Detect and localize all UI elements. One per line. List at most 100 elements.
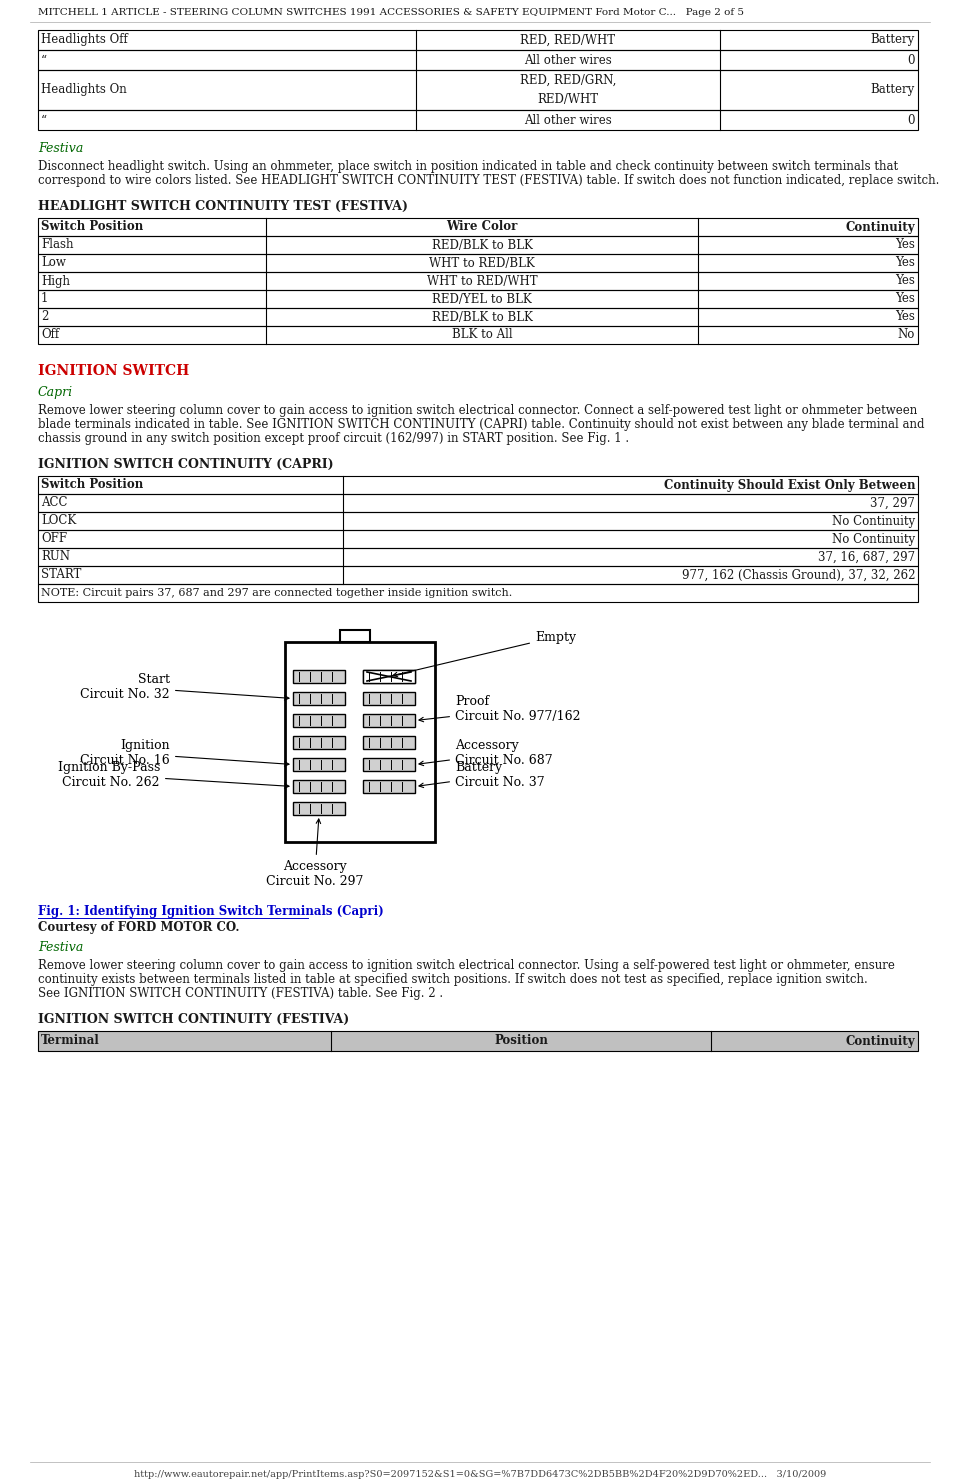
Text: WHT to RED/BLK: WHT to RED/BLK: [429, 257, 535, 270]
Text: WHT to RED/WHT: WHT to RED/WHT: [426, 275, 538, 288]
Text: http://www.eautorepair.net/app/PrintItems.asp?S0=2097152&S1=0&SG=%7B7DD6473C%2DB: http://www.eautorepair.net/app/PrintItem…: [133, 1471, 827, 1480]
Text: Ignition
Circuit No. 16: Ignition Circuit No. 16: [81, 739, 289, 767]
FancyBboxPatch shape: [293, 781, 345, 792]
Text: High: High: [41, 275, 70, 288]
Text: BLK to All: BLK to All: [452, 328, 513, 341]
Bar: [38, 289, 918, 309]
Text: Headlights On: Headlights On: [41, 83, 127, 96]
Text: HEADLIGHT SWITCH CONTINUITY TEST (FESTIVA): HEADLIGHT SWITCH CONTINUITY TEST (FESTIV…: [38, 200, 408, 214]
Text: Festiva: Festiva: [38, 941, 84, 954]
FancyBboxPatch shape: [363, 736, 415, 749]
Text: 977, 162 (Chassis Ground), 37, 32, 262: 977, 162 (Chassis Ground), 37, 32, 262: [682, 568, 915, 582]
Text: Continuity: Continuity: [846, 1034, 915, 1048]
Text: See IGNITION SWITCH CONTINUITY (FESTIVA) table. See Fig. 2 .: See IGNITION SWITCH CONTINUITY (FESTIVA)…: [38, 987, 444, 1000]
Text: IGNITION SWITCH CONTINUITY (FESTIVA): IGNITION SWITCH CONTINUITY (FESTIVA): [38, 1014, 349, 1025]
Text: Switch Position: Switch Position: [41, 478, 143, 491]
Text: RED/YEL to BLK: RED/YEL to BLK: [432, 292, 532, 306]
Bar: [38, 70, 918, 110]
Text: Yes: Yes: [895, 257, 915, 270]
Text: RED, RED/WHT: RED, RED/WHT: [520, 34, 615, 46]
Bar: [38, 272, 918, 289]
Bar: [38, 50, 918, 70]
Text: NOTE: Circuit pairs 37, 687 and 297 are connected together inside ignition switc: NOTE: Circuit pairs 37, 687 and 297 are …: [41, 588, 513, 598]
Text: RED/WHT: RED/WHT: [538, 93, 599, 107]
Bar: [38, 530, 918, 548]
Text: Flash: Flash: [41, 239, 74, 251]
Text: No Continuity: No Continuity: [832, 533, 915, 546]
FancyBboxPatch shape: [293, 758, 345, 772]
Text: Proof
Circuit No. 977/162: Proof Circuit No. 977/162: [419, 695, 581, 723]
Bar: [38, 476, 918, 494]
Bar: [38, 1031, 918, 1051]
Text: OFF: OFF: [41, 533, 67, 546]
Text: All other wires: All other wires: [524, 53, 612, 67]
Text: All other wires: All other wires: [524, 113, 612, 126]
Text: ACC: ACC: [41, 497, 67, 509]
Text: 2: 2: [41, 310, 48, 324]
Bar: [38, 236, 918, 254]
Text: RED/BLK to BLK: RED/BLK to BLK: [432, 239, 533, 251]
Text: Wire Color: Wire Color: [446, 221, 517, 233]
Text: Continuity Should Exist Only Between: Continuity Should Exist Only Between: [663, 478, 915, 491]
Bar: [285, 643, 435, 841]
FancyBboxPatch shape: [363, 669, 415, 683]
FancyBboxPatch shape: [363, 758, 415, 772]
Text: RUN: RUN: [41, 551, 70, 564]
Text: 0: 0: [907, 53, 915, 67]
Bar: [38, 218, 918, 236]
Text: continuity exists between terminals listed in table at specified switch position: continuity exists between terminals list…: [38, 974, 868, 985]
Text: Battery
Circuit No. 37: Battery Circuit No. 37: [419, 761, 544, 789]
Bar: [38, 309, 918, 326]
FancyBboxPatch shape: [293, 736, 345, 749]
FancyBboxPatch shape: [363, 781, 415, 792]
Text: IGNITION SWITCH CONTINUITY (CAPRI): IGNITION SWITCH CONTINUITY (CAPRI): [38, 459, 334, 470]
Text: Fig. 1: Identifying Ignition Switch Terminals (Capri): Fig. 1: Identifying Ignition Switch Term…: [38, 905, 384, 919]
Text: RED/BLK to BLK: RED/BLK to BLK: [432, 310, 533, 324]
Text: Start
Circuit No. 32: Start Circuit No. 32: [81, 674, 289, 700]
Text: blade terminals indicated in table. See IGNITION SWITCH CONTINUITY (CAPRI) table: blade terminals indicated in table. See …: [38, 418, 924, 430]
Text: Battery: Battery: [871, 83, 915, 96]
Bar: [38, 494, 918, 512]
FancyBboxPatch shape: [363, 692, 415, 705]
Text: Accessory
Circuit No. 687: Accessory Circuit No. 687: [419, 739, 553, 767]
Text: Switch Position: Switch Position: [41, 221, 143, 233]
Text: Low: Low: [41, 257, 66, 270]
Text: “: “: [41, 113, 47, 126]
Text: Off: Off: [41, 328, 60, 341]
Text: START: START: [41, 568, 82, 582]
Text: Remove lower steering column cover to gain access to ignition switch electrical : Remove lower steering column cover to ga…: [38, 404, 917, 417]
Text: 0: 0: [907, 113, 915, 126]
Text: 37, 297: 37, 297: [870, 497, 915, 509]
Text: Ignition By-Pass
Circuit No. 262: Ignition By-Pass Circuit No. 262: [58, 761, 289, 789]
Text: Yes: Yes: [895, 292, 915, 306]
Bar: [38, 326, 918, 344]
Text: Empty: Empty: [393, 631, 576, 677]
Text: Terminal: Terminal: [41, 1034, 100, 1048]
FancyBboxPatch shape: [293, 669, 345, 683]
Text: No Continuity: No Continuity: [832, 515, 915, 527]
Text: Yes: Yes: [895, 239, 915, 251]
Bar: [38, 585, 918, 603]
Bar: [38, 254, 918, 272]
Text: Courtesy of FORD MOTOR CO.: Courtesy of FORD MOTOR CO.: [38, 922, 239, 933]
Bar: [363, 669, 415, 683]
Text: MITCHELL 1 ARTICLE - STEERING COLUMN SWITCHES 1991 ACCESSORIES & SAFETY EQUIPMEN: MITCHELL 1 ARTICLE - STEERING COLUMN SWI…: [38, 7, 744, 16]
Bar: [38, 110, 918, 131]
Text: No: No: [898, 328, 915, 341]
FancyBboxPatch shape: [293, 714, 345, 727]
Text: correspond to wire colors listed. See HEADLIGHT SWITCH CONTINUITY TEST (FESTIVA): correspond to wire colors listed. See HE…: [38, 174, 940, 187]
Text: Accessory
Circuit No. 297: Accessory Circuit No. 297: [266, 819, 364, 887]
Text: Remove lower steering column cover to gain access to ignition switch electrical : Remove lower steering column cover to ga…: [38, 959, 895, 972]
FancyBboxPatch shape: [363, 714, 415, 727]
Text: 1: 1: [41, 292, 48, 306]
Text: Capri: Capri: [38, 386, 73, 399]
Bar: [38, 30, 918, 50]
Text: Position: Position: [494, 1034, 548, 1048]
Text: Continuity: Continuity: [846, 221, 915, 233]
Text: RED, RED/GRN,: RED, RED/GRN,: [519, 74, 616, 86]
Bar: [38, 548, 918, 565]
Text: “: “: [41, 53, 47, 67]
Bar: [38, 512, 918, 530]
FancyBboxPatch shape: [293, 692, 345, 705]
Bar: [340, 631, 370, 643]
